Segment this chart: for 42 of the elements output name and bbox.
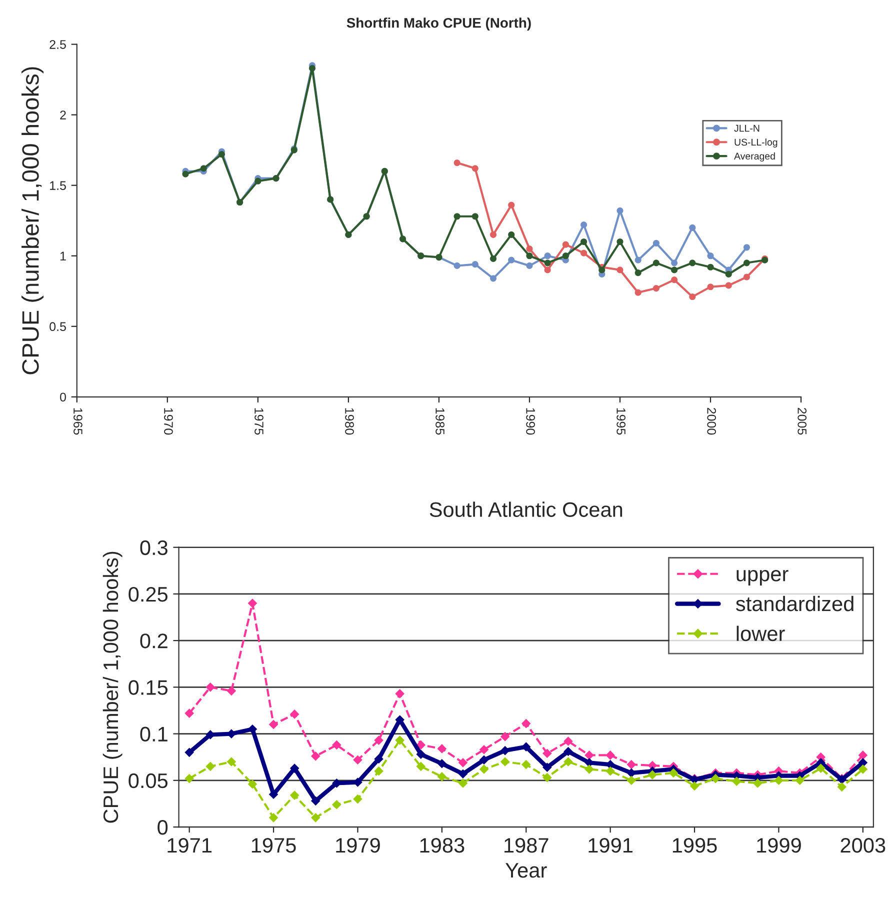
x-tick-label: 1995 xyxy=(616,408,626,435)
x-tick-label: 1975 xyxy=(254,408,264,435)
x-tick-label: 1971 xyxy=(168,838,212,853)
y-tick-label: 0 xyxy=(158,820,168,835)
legend-label: US-LL-log xyxy=(734,138,778,148)
y-tick-label: 0.1 xyxy=(140,726,168,742)
y-tick-label: 0.2 xyxy=(140,634,168,648)
legend-label: Averaged xyxy=(734,152,775,162)
x-tick-label: 2005 xyxy=(798,408,807,435)
x-tick-label: 1975 xyxy=(252,838,296,853)
x-tick-label: 2003 xyxy=(840,838,886,853)
y-tick-label: 0.25 xyxy=(128,586,168,602)
legend-label: upper xyxy=(736,570,788,586)
y-tick-label: 2.5 xyxy=(50,40,66,49)
legend-label: JLL-N xyxy=(734,124,760,132)
legend-label: lower xyxy=(736,626,785,642)
x-axis-title: Year xyxy=(506,863,547,878)
x-tick-label: 2000 xyxy=(707,408,716,435)
x-tick-label: 1987 xyxy=(504,838,548,853)
y-tick-label: 0.05 xyxy=(128,773,168,788)
x-tick-label: 1970 xyxy=(164,408,173,435)
y-tick-label: 2 xyxy=(60,110,66,120)
y-tick-label: 1.5 xyxy=(50,181,66,190)
legend-label: standardized xyxy=(736,596,854,612)
chart-title: South Atlantic Ocean xyxy=(430,502,622,517)
x-tick-label: 1991 xyxy=(588,838,632,853)
chart-title: Shortfin Mako CPUE (North) xyxy=(346,18,531,31)
y-tick-label: 1 xyxy=(60,252,66,260)
x-tick-label: 1990 xyxy=(526,408,535,435)
y-axis-title: CPUE (number/ 1,000 hooks) xyxy=(22,67,44,374)
x-tick-label: 1985 xyxy=(436,408,444,435)
y-tick-label: 0.5 xyxy=(50,322,66,332)
y-tick-label: 0.3 xyxy=(140,540,168,556)
x-tick-label: 1999 xyxy=(757,838,801,853)
x-tick-label: 1979 xyxy=(336,838,380,853)
x-tick-label: 1965 xyxy=(74,408,82,435)
x-tick-label: 1995 xyxy=(672,838,717,853)
x-tick-label: 1983 xyxy=(420,838,464,853)
y-axis-title: CPUE (number/ 1,000 hooks) xyxy=(102,552,122,823)
y-tick-label: 0.15 xyxy=(128,680,168,695)
x-tick-label: 1980 xyxy=(345,408,354,435)
y-tick-label: 0 xyxy=(60,392,66,402)
